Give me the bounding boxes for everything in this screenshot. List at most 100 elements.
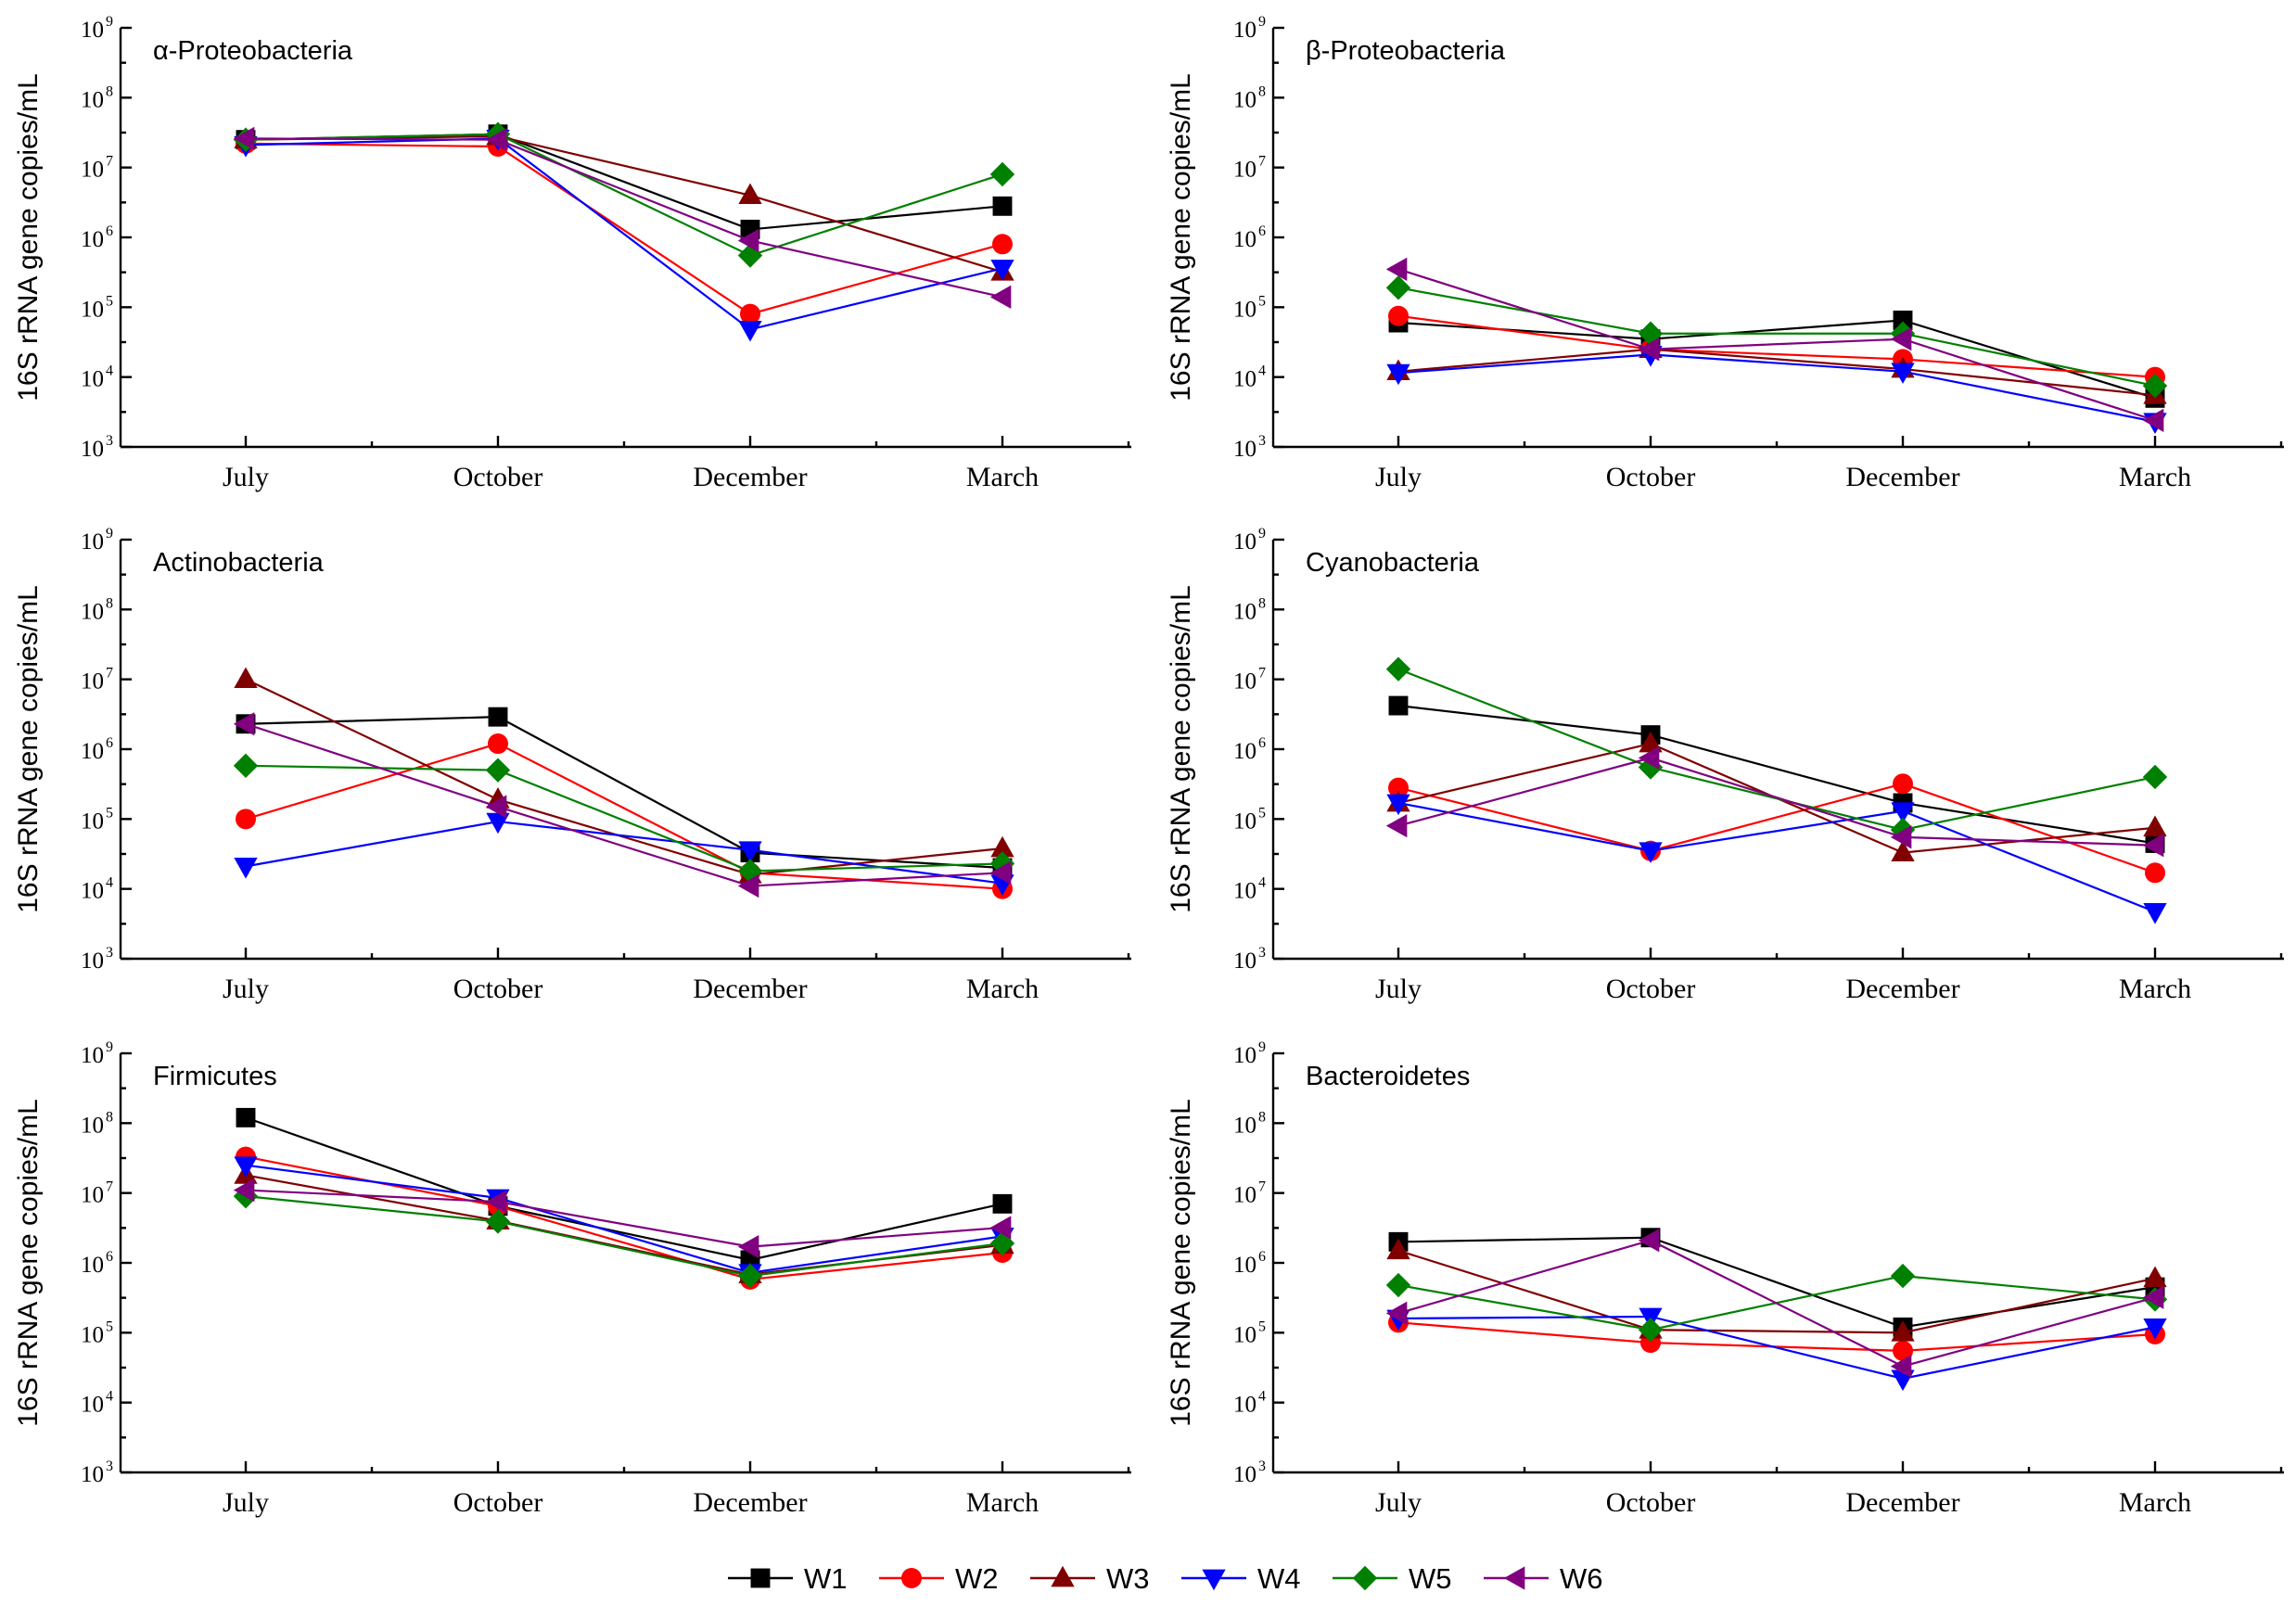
y-tick-exponent: 4 [106, 1389, 113, 1405]
data-point-w5 [2142, 764, 2168, 790]
y-tick-label: 10 [1233, 158, 1256, 183]
y-tick-exponent: 4 [1258, 363, 1266, 379]
series-line-w4 [245, 1164, 1003, 1274]
data-point-w6 [737, 228, 759, 253]
data-point-w4 [1386, 794, 1410, 816]
data-point-w6 [737, 1234, 759, 1259]
series-line-w2 [245, 1155, 1003, 1280]
y-tick-label: 10 [1233, 1183, 1256, 1208]
series-line-w1 [245, 1116, 1003, 1262]
y-tick-label: 10 [1233, 87, 1256, 112]
legend-marker-w6 [1503, 1566, 1525, 1590]
y-tick-exponent: 9 [106, 14, 113, 30]
series-line-w4 [245, 820, 1003, 885]
series-line-w6 [1397, 757, 2156, 847]
x-tick-label: October [453, 974, 543, 1004]
legend-label-w5: W5 [1409, 1562, 1452, 1595]
data-point-w2 [2145, 862, 2165, 884]
x-tick-label: March [966, 462, 1039, 492]
y-tick-label: 10 [81, 158, 104, 183]
data-point-w6 [233, 126, 255, 151]
data-point-w5 [1385, 275, 1411, 300]
data-point-w6 [989, 1216, 1012, 1240]
panel-title: Actinobacteria [153, 548, 325, 578]
data-point-w5 [1385, 1272, 1411, 1298]
y-tick-exponent: 8 [106, 595, 113, 611]
y-tick-label: 10 [81, 437, 104, 462]
y-tick-exponent: 3 [1258, 945, 1266, 961]
y-tick-exponent: 5 [106, 293, 113, 309]
data-point-w4 [1891, 363, 1915, 384]
x-tick-label: March [2119, 1487, 2191, 1518]
series-line-w5 [245, 1195, 1003, 1278]
data-point-w2 [740, 303, 760, 325]
data-point-w2 [992, 234, 1013, 255]
data-point-w6 [233, 712, 255, 736]
y-tick-exponent: 8 [1258, 83, 1266, 99]
x-tick-label: October [453, 462, 543, 492]
y-axis-label: 16S rRNA gene copies/mL [13, 1099, 44, 1427]
series-line-w1 [1397, 704, 2156, 845]
y-tick-exponent: 8 [1258, 1109, 1266, 1125]
series-line-w3 [245, 134, 1003, 274]
data-point-w2 [488, 733, 508, 755]
data-point-w1 [992, 196, 1013, 216]
data-point-w2 [1893, 1340, 1913, 1361]
x-tick-label: December [693, 462, 807, 492]
data-point-w1 [488, 707, 508, 727]
data-point-w6 [1890, 1354, 1912, 1379]
data-point-w4 [990, 260, 1014, 281]
legend-marker-w4 [1202, 1569, 1226, 1591]
y-tick-label: 10 [1233, 1462, 1256, 1487]
data-point-w6 [1385, 1301, 1408, 1325]
y-tick-exponent: 9 [1258, 14, 1266, 30]
y-axis-label: 16S rRNA gene copies/mL [13, 585, 44, 913]
y-tick-label: 10 [81, 879, 104, 904]
legend-label-w6: W6 [1560, 1562, 1603, 1595]
y-tick-exponent: 4 [106, 875, 113, 891]
data-point-w5 [1890, 1263, 1916, 1289]
data-point-w1 [236, 1107, 256, 1127]
y-tick-exponent: 6 [1258, 223, 1266, 239]
data-point-w3 [1891, 1320, 1915, 1342]
series-line-w1 [245, 133, 1003, 231]
y-tick-label: 10 [81, 1113, 104, 1138]
data-point-w4 [1639, 842, 1663, 863]
x-tick-label: July [223, 974, 269, 1004]
y-tick-exponent: 8 [106, 83, 113, 99]
y-tick-exponent: 6 [1258, 735, 1266, 751]
data-point-w3 [1639, 731, 1663, 753]
y-tick-label: 10 [1233, 529, 1256, 554]
y-tick-exponent: 7 [106, 1179, 113, 1195]
data-point-w5 [1638, 1318, 1664, 1343]
series-line-w1 [245, 716, 1003, 870]
data-point-w2 [236, 809, 256, 830]
y-tick-label: 10 [1233, 18, 1256, 43]
y-tick-exponent: 6 [106, 1249, 113, 1265]
data-point-w3 [1386, 1238, 1410, 1260]
data-point-w6 [1638, 338, 1660, 362]
data-point-w6 [1385, 813, 1408, 838]
y-tick-label: 10 [1233, 367, 1256, 392]
data-point-w4 [738, 320, 762, 342]
series-line-w2 [1397, 314, 2156, 378]
y-tick-label: 10 [1233, 949, 1256, 974]
series-line-w1 [1397, 1236, 2156, 1329]
data-point-w3 [2143, 1266, 2167, 1288]
data-point-w5 [2142, 373, 2168, 399]
series-line-w2 [245, 742, 1003, 890]
panel-title: α-Proteobacteria [153, 36, 353, 66]
data-point-w1 [1893, 310, 1913, 330]
data-point-w6 [1890, 825, 1912, 849]
y-tick-exponent: 8 [106, 1109, 113, 1125]
data-point-w1 [992, 1193, 1013, 1214]
y-axis-label: 16S rRNA gene copies/mL [1166, 585, 1196, 913]
y-tick-exponent: 7 [1258, 666, 1266, 681]
data-point-w5 [233, 753, 259, 779]
data-point-w4 [234, 858, 258, 879]
